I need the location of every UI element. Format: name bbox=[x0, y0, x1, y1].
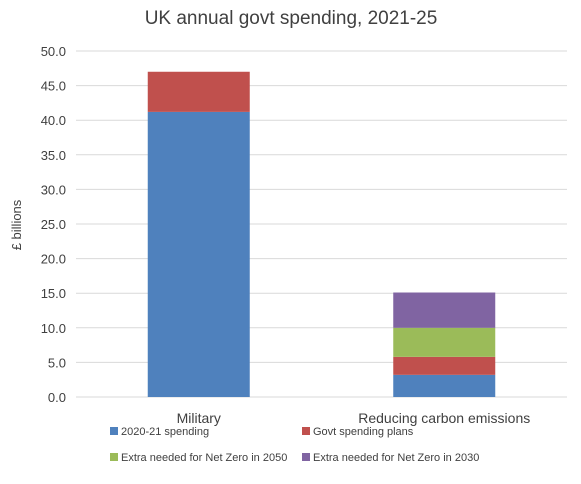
bar-segment bbox=[393, 292, 496, 328]
y-tick-label: 15.0 bbox=[41, 286, 66, 301]
y-tick-label: 25.0 bbox=[41, 217, 66, 232]
y-tick-label: 40.0 bbox=[41, 113, 66, 128]
bar-segment bbox=[147, 111, 250, 397]
bar-segment bbox=[393, 374, 496, 397]
legend-swatch bbox=[302, 453, 310, 461]
bar-segment bbox=[147, 71, 250, 112]
bar-segment bbox=[393, 356, 496, 375]
y-axis-label: £ billions bbox=[9, 199, 24, 250]
y-tick-labels: 0.0 5.0 10.0 15.0 20.0 25.0 30.0 35.0 40.0 45.0 50… bbox=[41, 44, 66, 405]
y-tick-label: 30.0 bbox=[41, 182, 66, 197]
y-tick-label: 20.0 bbox=[41, 252, 66, 267]
chart-title: UK annual govt spending, 2021-25 bbox=[145, 8, 438, 29]
legend-label: Extra needed for Net Zero in 2030 bbox=[313, 452, 479, 464]
x-tick-label: Reducing carbon emissions bbox=[358, 410, 530, 426]
y-tick-label: 10.0 bbox=[41, 321, 66, 336]
legend-swatch bbox=[110, 427, 118, 435]
y-tick-label: 45.0 bbox=[41, 79, 66, 94]
bars bbox=[147, 71, 496, 397]
x-tick-label: Military bbox=[177, 410, 221, 426]
legend-swatch bbox=[302, 427, 310, 435]
y-tick-label: 5.0 bbox=[48, 355, 66, 370]
legend-label: Extra needed for Net Zero in 2050 bbox=[121, 452, 287, 464]
y-tick-label: 0.0 bbox=[48, 390, 66, 405]
legend: 2020-21 spending Govt spending plans Extra… bbox=[110, 426, 479, 464]
legend-swatch bbox=[110, 453, 118, 461]
legend-label: 2020-21 spending bbox=[121, 426, 209, 438]
x-tick-labels: Military Reducing carbon emissions bbox=[177, 410, 531, 426]
y-tick-label: 50.0 bbox=[41, 44, 66, 59]
legend-label: Govt spending plans bbox=[313, 426, 414, 438]
y-tick-label: 35.0 bbox=[41, 148, 66, 163]
bar-segment bbox=[393, 327, 496, 357]
